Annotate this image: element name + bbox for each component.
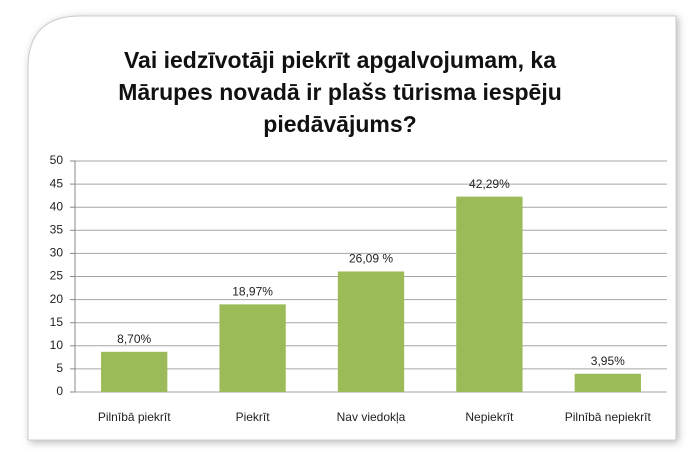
y-tick-label: 30 <box>50 246 64 260</box>
y-tick-label: 45 <box>50 176 64 190</box>
y-tick-label: 0 <box>56 384 63 398</box>
y-tick-label: 5 <box>56 361 63 375</box>
bar <box>337 271 405 392</box>
y-tick-label: 50 <box>50 153 64 167</box>
data-label: 3,95% <box>591 354 625 368</box>
data-label: 26,09 % <box>349 252 393 266</box>
x-tick-label: Pilnībā nepiekrīt <box>565 410 652 424</box>
x-tick-label: Pilnībā piekrīt <box>98 410 171 424</box>
data-label: 42,29% <box>469 177 510 191</box>
x-tick-label: Nav viedokļa <box>337 410 406 424</box>
y-tick-label: 10 <box>50 338 64 352</box>
y-tick-label: 25 <box>50 269 64 283</box>
x-tick-label: Nepiekrīt <box>465 410 514 424</box>
data-label: 8,70% <box>117 332 151 346</box>
bar <box>101 351 168 392</box>
chart-title: Vai iedzīvotāji piekrīt apgalvojumam, ka… <box>118 47 562 137</box>
bar <box>574 373 641 392</box>
y-tick-label: 15 <box>50 315 64 329</box>
y-tick-label: 20 <box>50 292 64 306</box>
bar <box>219 304 286 392</box>
y-tick-label: 35 <box>50 222 64 236</box>
y-tick-label: 40 <box>50 199 64 213</box>
bar <box>456 196 523 392</box>
data-label: 18,97% <box>232 285 273 299</box>
x-tick-label: Piekrīt <box>236 410 271 424</box>
